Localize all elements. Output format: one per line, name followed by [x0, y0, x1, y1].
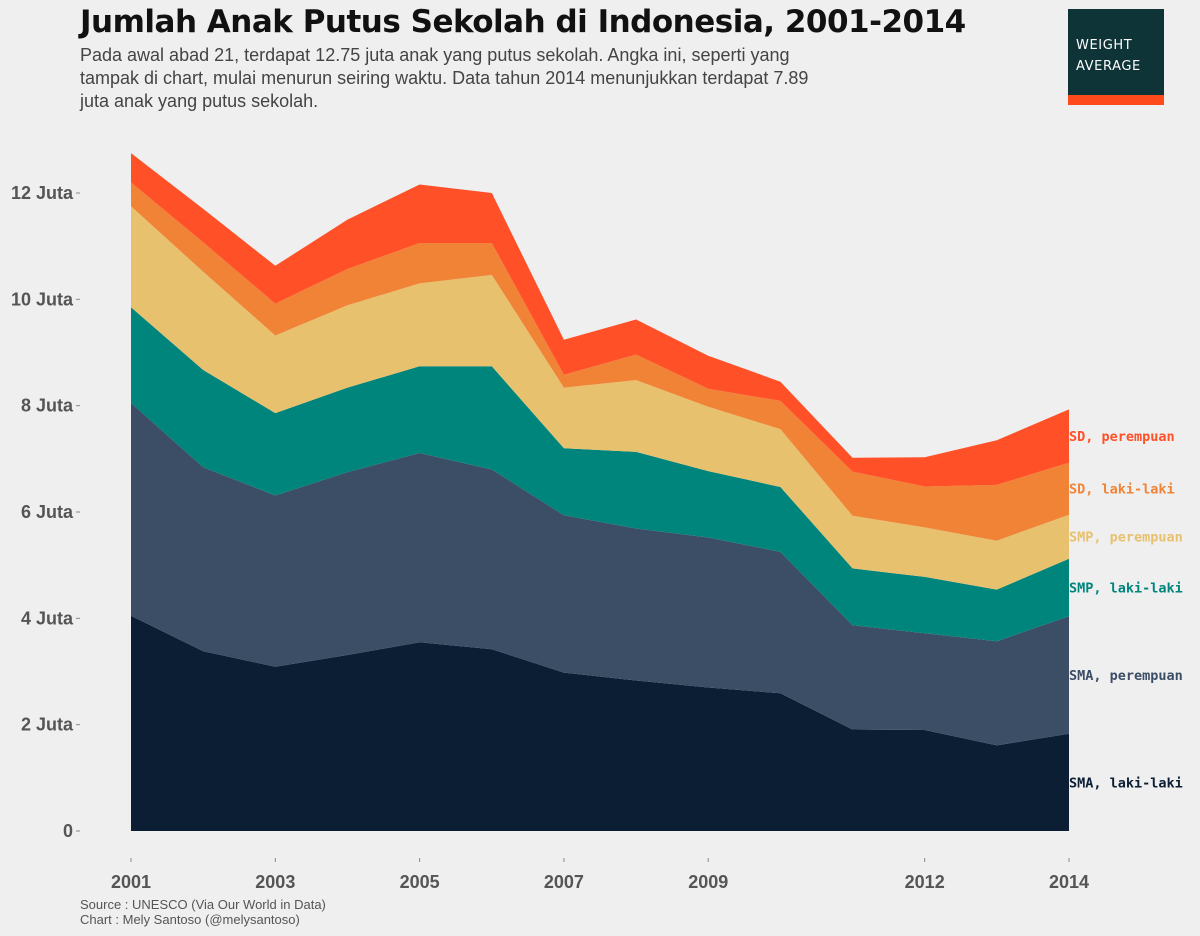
chart-title: Jumlah Anak Putus Sekolah di Indonesia, … [80, 4, 966, 40]
y-tick-label: 0 [63, 821, 73, 841]
area-smp-laki-laki [131, 307, 1069, 642]
weight-average-logo: WEIGHT AVERAGE [1068, 9, 1164, 105]
y-tick-label: 6 Juta [21, 502, 74, 522]
chart-subtitle: Pada awal abad 21, terdapat 12.75 juta a… [80, 45, 809, 111]
x-tick-label: 2001 [111, 872, 151, 892]
series-label-sd-laki-laki: SD, laki-laki [1069, 482, 1175, 498]
area-sma-perempuan [131, 403, 1069, 746]
chart-source: Source : UNESCO (Via Our World in Data) … [80, 897, 326, 927]
x-tick-label: 2009 [688, 872, 728, 892]
x-tick-label: 2005 [400, 872, 440, 892]
series-label-smp-laki-laki: SMP, laki-laki [1069, 580, 1183, 596]
series-label-smp-perempuan: SMP, perempuan [1069, 530, 1183, 546]
y-tick-label: 12 Juta [11, 183, 74, 203]
area-sd-laki-laki [131, 182, 1069, 541]
area-sd-perempuan [131, 153, 1069, 487]
y-tick-label: 2 Juta [21, 715, 74, 735]
x-tick-label: 2014 [1049, 872, 1089, 892]
credit-text: Chart : Mely Santoso (@melysantoso) [80, 912, 300, 927]
area-sma-laki-laki [131, 615, 1069, 831]
series-label-sd-perempuan: SD, perempuan [1069, 429, 1175, 445]
series-label-sma-perempuan: SMA, perempuan [1069, 668, 1183, 684]
logo-text-line1: WEIGHT [1076, 38, 1133, 53]
series-label-sma-laki-laki: SMA, laki-laki [1069, 775, 1183, 791]
x-tick-label: 2007 [544, 872, 584, 892]
y-tick-label: 8 Juta [21, 396, 74, 416]
logo-text-line2: AVERAGE [1076, 59, 1141, 74]
y-tick-label: 10 Juta [11, 289, 74, 309]
x-tick-label: 2003 [255, 872, 295, 892]
x-tick-label: 2012 [905, 872, 945, 892]
area-smp-perempuan [131, 206, 1069, 590]
logo-stripe [1068, 95, 1164, 105]
y-tick-label: 4 Juta [21, 608, 74, 628]
source-text: Source : UNESCO (Via Our World in Data) [80, 897, 326, 912]
